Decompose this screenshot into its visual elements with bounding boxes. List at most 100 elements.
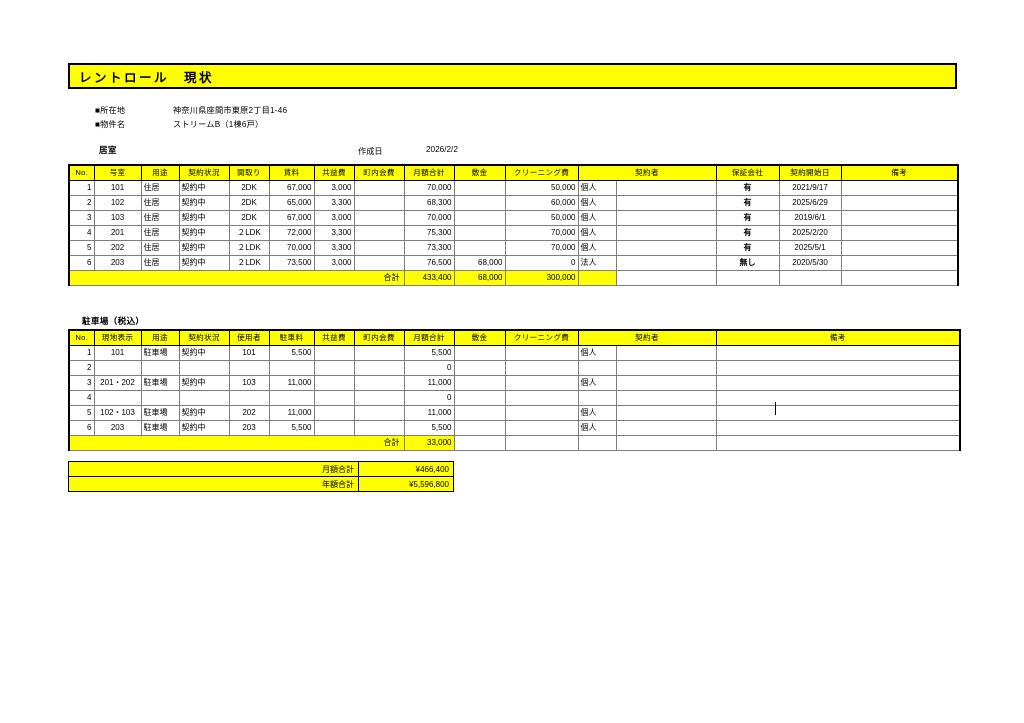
cell-monthly: 11,000 <box>403 374 455 391</box>
parking-header-use: 用途 <box>140 329 180 346</box>
cell-rent: 65,000 <box>268 194 315 211</box>
rooms-total-label: 合計 <box>68 269 405 286</box>
cell-note <box>840 224 959 241</box>
cell-deposit <box>453 404 506 421</box>
cell-deposit <box>453 224 506 241</box>
rooms-header-start: 契約開始日 <box>778 164 842 181</box>
cell-note <box>840 194 959 211</box>
cell-use: 住居 <box>140 254 180 271</box>
cell-use: 住居 <box>140 239 180 256</box>
table-row: 2 102 住居 契約中 2DK 65,000 3,300 68,300 60,000 個人 有 20… <box>68 194 959 211</box>
rooms-header-rent: 賃料 <box>268 164 315 181</box>
cell-no: 6 <box>68 419 95 436</box>
cell-start: 2025/5/1 <box>778 239 842 256</box>
cell-spot <box>93 389 142 406</box>
info-label-property-name: ■物件名 <box>95 120 126 129</box>
cell-no: 1 <box>68 179 95 196</box>
created-date-block: 作成日 2026/2/2 <box>358 145 458 157</box>
cell-tenant-type: 法人 <box>577 254 617 271</box>
cell-cleaning <box>504 374 579 391</box>
cell-use: 駐車場 <box>140 404 180 421</box>
cell-deposit <box>453 179 506 196</box>
cell-cleaning <box>504 389 579 406</box>
cell-use: 住居 <box>140 224 180 241</box>
cell-cleaning <box>504 344 579 361</box>
parking-total-deposit <box>453 434 506 451</box>
cell-monthly: 5,500 <box>403 419 455 436</box>
cell-common: 3,300 <box>313 224 355 241</box>
rooms-total-cleaning: 300,000 <box>504 269 579 286</box>
cell-assoc <box>353 389 405 406</box>
info-row-address: ■所在地 神奈川県座間市東原2丁目1-46 <box>95 104 287 118</box>
cell-cleaning <box>504 359 579 376</box>
cell-tenant-type: 個人 <box>577 239 617 256</box>
cell-layout: ２LDK <box>228 254 270 271</box>
cell-tenant-type: 個人 <box>577 404 617 421</box>
cell-common <box>313 344 355 361</box>
cell-spot: 101 <box>93 344 142 361</box>
cell-spot: 203 <box>93 419 142 436</box>
rooms-header-deposit: 敷金 <box>453 164 506 181</box>
cell-tenant-name <box>615 179 717 196</box>
cell-assoc <box>353 359 405 376</box>
cell-deposit <box>453 209 506 226</box>
cell-tenant-type: 個人 <box>577 179 617 196</box>
cell-no: 5 <box>68 239 95 256</box>
cell-note <box>715 359 961 376</box>
cell-no: 4 <box>68 224 95 241</box>
cell-tenant-type: 個人 <box>577 374 617 391</box>
cell-use <box>140 389 180 406</box>
cell-unit: 201 <box>93 224 142 241</box>
cell-start: 2020/5/30 <box>778 254 842 271</box>
table-row: 3 201・202 駐車場 契約中 103 11,000 11,000 個人 <box>68 374 961 391</box>
cell-status: 契約中 <box>178 194 230 211</box>
cell-unit: 102 <box>93 194 142 211</box>
parking-header-note: 備考 <box>715 329 961 346</box>
parking-table: No. 現地表示 用途 契約状況 使用者 駐車料 共益費 町内会費 月額合計 敷… <box>68 329 961 451</box>
cell-assoc <box>353 344 405 361</box>
cell-note <box>840 254 959 271</box>
table-row: 5 202 住居 契約中 ２LDK 70,000 3,300 73,300 70,000 個人有 2… <box>68 239 959 256</box>
cell-no: 2 <box>68 194 95 211</box>
parking-total-tenant-name <box>615 434 717 451</box>
summary-totals-table: 月額合計 ¥466,400 年額合計 ¥5,596,800 <box>68 461 454 492</box>
cell-no: 5 <box>68 404 95 421</box>
cell-note <box>715 374 961 391</box>
cell-rent: 73,500 <box>268 254 315 271</box>
cell-cleaning: 50,000 <box>504 179 579 196</box>
cell-status: 契約中 <box>178 374 230 391</box>
cell-spot <box>93 359 142 376</box>
summary-row: 年額合計 ¥5,596,800 <box>68 476 454 492</box>
cell-cleaning: 0 <box>504 254 579 271</box>
cell-start: 2019/6/1 <box>778 209 842 226</box>
table-row: 5 102・103 駐車場 契約中 202 11,000 11,000 個人 <box>68 404 961 421</box>
cell-guarantor: 有 <box>715 224 780 241</box>
table-row: 6 203 駐車場 契約中 203 5,500 5,500 個人 <box>68 419 961 436</box>
cell-guarantor: 有 <box>715 179 780 196</box>
cell-use: 駐車場 <box>140 419 180 436</box>
rooms-total-tenant-name <box>615 269 717 286</box>
text-cursor-caret <box>775 402 776 415</box>
cell-assoc <box>353 209 405 226</box>
rooms-total-guarantor <box>715 269 780 286</box>
cell-unit: 203 <box>93 254 142 271</box>
cell-note <box>840 179 959 196</box>
cell-cleaning <box>504 404 579 421</box>
cell-note <box>715 419 961 436</box>
parking-table-header-row: No. 現地表示 用途 契約状況 使用者 駐車料 共益費 町内会費 月額合計 敷… <box>68 329 961 346</box>
cell-unit: 103 <box>93 209 142 226</box>
cell-tenant-type <box>577 359 617 376</box>
cell-cleaning <box>504 419 579 436</box>
rooms-header-cleaning: クリーニング費 <box>504 164 579 181</box>
cell-spot: 201・202 <box>93 374 142 391</box>
parking-header-assoc: 町内会費 <box>353 329 405 346</box>
cell-monthly: 68,300 <box>403 194 455 211</box>
cell-status: 契約中 <box>178 254 230 271</box>
cell-assoc <box>353 404 405 421</box>
cell-monthly: 76,500 <box>403 254 455 271</box>
cell-tenant-type <box>577 389 617 406</box>
cell-assoc <box>353 179 405 196</box>
parking-total-row: 合計 33,000 <box>68 434 961 451</box>
rooms-total-start <box>778 269 842 286</box>
